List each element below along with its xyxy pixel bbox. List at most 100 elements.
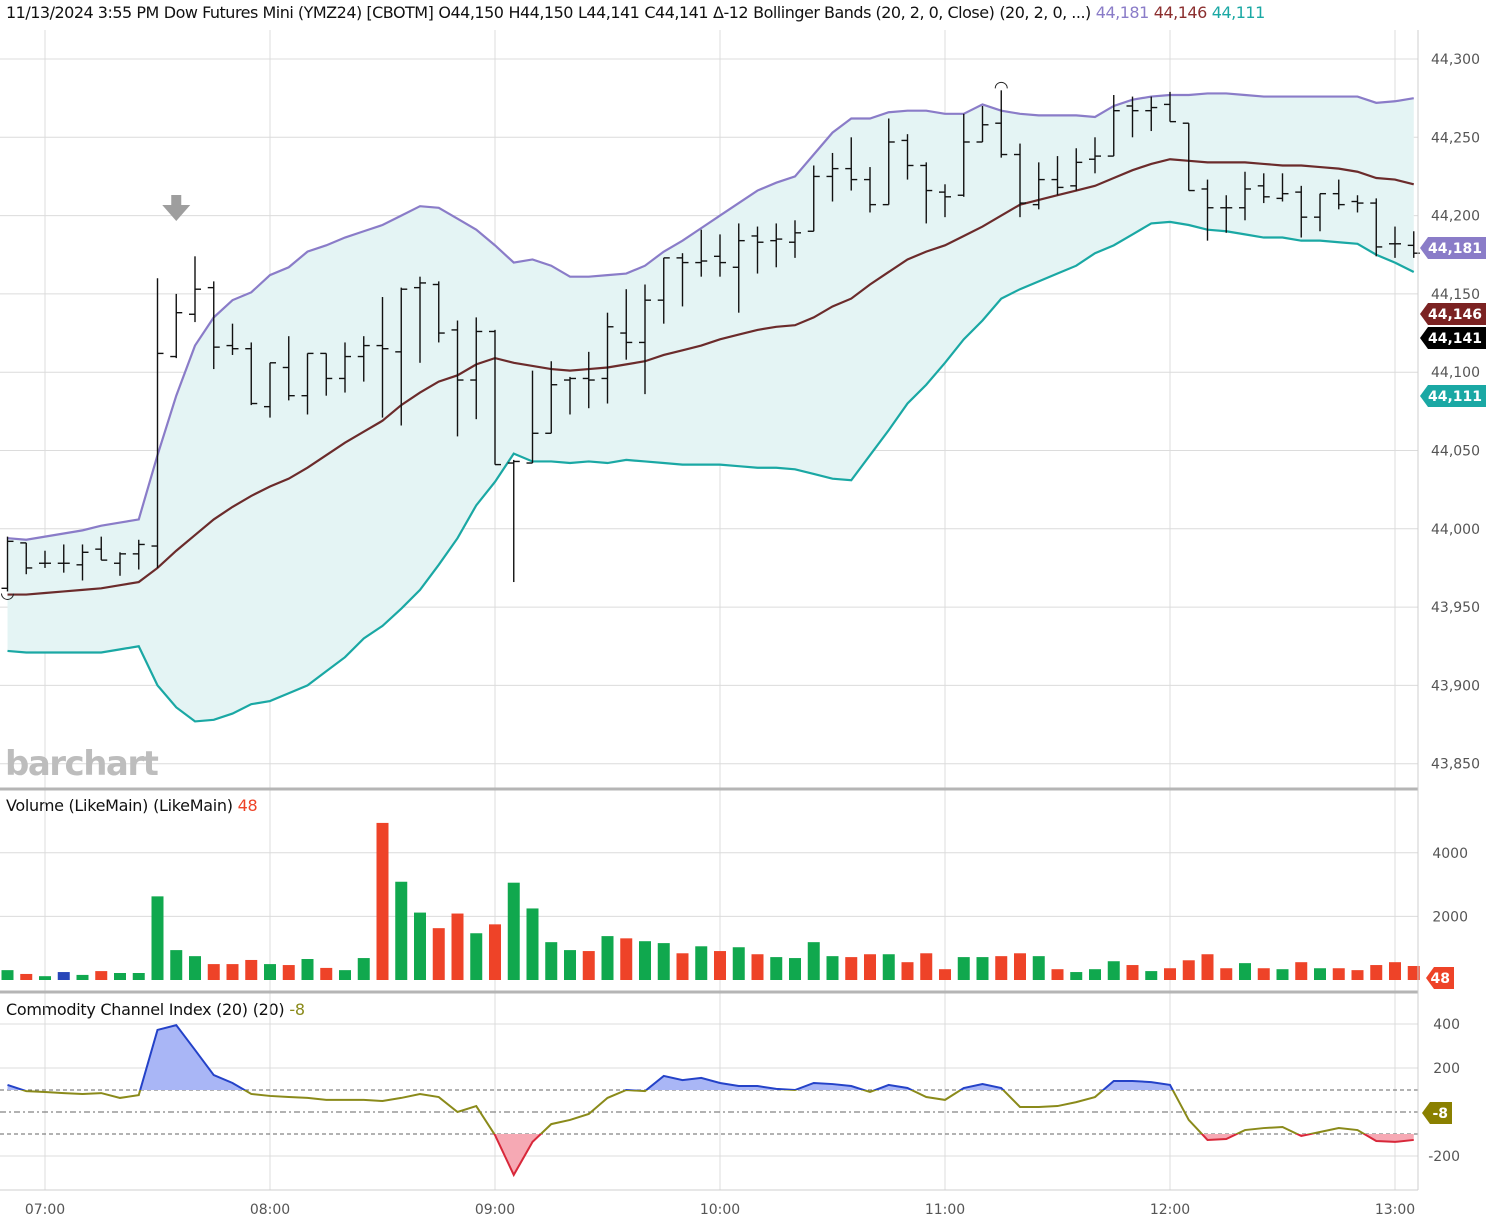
volume-bar [1014,953,1026,980]
cci-line [19,1090,1367,1134]
volume-bar [1070,972,1083,980]
ohlc-bar [414,276,426,363]
cci-tick-label: -200 [1428,1149,1460,1165]
volume-bar [132,973,145,980]
volume-bar [1332,968,1345,980]
volume-bar [957,957,970,980]
volume-bar [151,896,164,980]
ohlc-bar [826,152,839,202]
volume-bar [339,970,351,980]
volume-bar [1276,969,1289,980]
axes: 07:00 08:00 09:00 10:00 11:00 12:00 13:00 44,30… [0,30,1480,1218]
volume-badge-shape [1426,967,1454,989]
volume-bar [1295,962,1308,980]
ohlc-bar [207,281,220,370]
ohlc-bar [789,220,801,258]
volume-bar [1314,968,1326,980]
ohlc-bar [376,297,389,418]
ohlc-bar [601,312,614,404]
ohlc-bar [939,184,951,218]
session-high-marker-icon [994,81,1008,89]
ohlc-bar [151,278,164,568]
ohlc-bar [732,223,745,313]
volume-bar [545,942,558,980]
volume-bar [357,958,370,980]
cci-badge-shape [1422,1102,1452,1124]
ohlc-bar [1145,96,1158,132]
header-lower-value: 44,111 [1211,3,1265,22]
volume-bars [1,822,1420,980]
ohlc-bar [882,118,895,206]
cci-badge: -8 [1422,1102,1452,1124]
upper-band-badge-text: 44,181 [1428,241,1482,257]
header-study: Bollinger Bands (20, 2, 0, Close) [753,3,995,22]
ohlc-bar [526,370,539,464]
lower-band-line [7,220,1415,723]
ohlc-bar [432,281,445,343]
volume-bar [901,962,914,980]
ohlc-bar [995,90,1008,158]
ohlc-bar [714,234,726,277]
volume-bar [95,971,108,980]
volume-bar [1351,970,1364,980]
ohlc-bar [57,544,70,573]
volume-bar [526,908,539,980]
ohlc-bar [132,539,145,570]
last-price-badge-shape [1420,327,1486,349]
volume-bar [1407,966,1420,980]
volume-bar [1126,965,1139,980]
ohlc-bar [1164,91,1176,123]
price-tick-label: 43,900 [1431,678,1480,694]
cci-value: -8 [289,1000,305,1019]
last-price-badge-text: 44,141 [1428,331,1482,347]
middle-band-line [7,158,1415,596]
ohlc-bar [1,536,14,592]
volume-bar [301,959,314,980]
price-tick-label: 44,250 [1431,130,1480,146]
price-tick-label: 44,100 [1431,365,1480,381]
ohlc-bar [1276,173,1289,202]
volume-bar [1220,968,1233,980]
ohlc-bar [339,342,351,393]
volume-bar [207,964,220,980]
ohlc-bar [957,113,970,197]
ohlc-bar [770,223,783,268]
ohlc-bar [1032,162,1045,210]
volume-bar [1257,968,1270,980]
time-tick-label: 09:00 [475,1202,515,1218]
volume-bar [751,954,764,980]
cci-badge-text: -8 [1432,1106,1448,1122]
volume-bar [170,950,183,980]
ohlc-bar [1314,192,1326,232]
volume-value: 48 [237,796,258,815]
volume-bar [1032,956,1045,980]
volume-bar [395,881,408,980]
price-tick-label: 44,000 [1431,522,1480,538]
volume-bar [657,943,670,980]
middle-band-badge-text: 44,146 [1428,307,1482,323]
ohlc-bar [1014,143,1026,218]
volume-panel-title: Volume (LikeMain) (LikeMain) 48 [6,796,262,815]
volume-bar [432,928,445,980]
volume-badge-text: 48 [1431,971,1450,987]
ohlc-bar [39,550,51,568]
volume-tick-label: 2000 [1432,909,1468,925]
volume-bar [845,957,858,980]
volume-bar [226,964,239,980]
ohlc-bar [1407,231,1420,258]
ohlc-bar [20,542,33,575]
ohlc-bar [282,336,295,401]
volume-title: Volume (LikeMain) [6,796,149,815]
volume-bar [20,973,33,980]
time-tick-label: 13:00 [1375,1202,1415,1218]
down-arrow-icon [162,195,191,221]
upper-band-badge: 44,181 [1420,237,1486,259]
ohlc-bar [751,226,764,274]
chart-header: 11/13/2024 3:55 PM Dow Futures Mini (YMZ2… [6,3,1270,22]
ohlc-bar [1239,171,1251,221]
volume-bar [1164,968,1176,980]
ohlc-bar [395,287,408,426]
header-symbol: Dow Futures Mini (YMZ24) [CBOTM] [163,3,434,22]
header-study-params: (20, 2, 0, ...) [999,3,1091,22]
